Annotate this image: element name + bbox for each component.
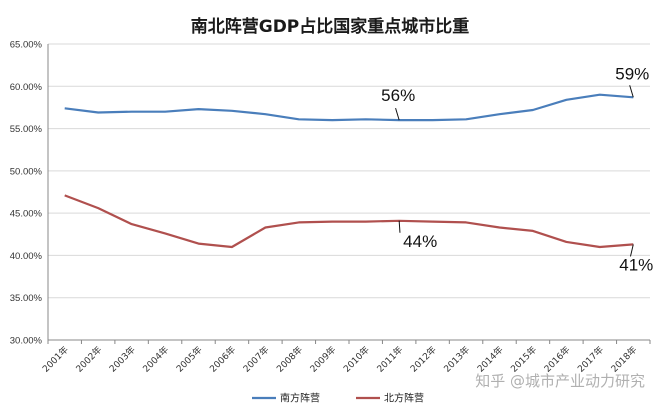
annotation-leader — [629, 85, 634, 98]
x-tick-label: 2011年 — [374, 344, 405, 375]
annotation-label: 56% — [381, 86, 415, 105]
annotations: 56% 44% 59% 41% — [381, 64, 653, 274]
chart-title: 南北阵营GDP占比国家重点城市比重 — [191, 16, 470, 37]
x-tick-label: 2009年 — [307, 344, 338, 375]
y-tick-label: 65.00% — [10, 40, 43, 51]
x-tick-label: 2004年 — [140, 344, 171, 375]
legend: 南方阵营 北方阵营 — [252, 392, 424, 405]
x-tick-label: 2001年 — [40, 344, 71, 375]
x-tick-label: 2006年 — [207, 344, 238, 375]
annotation-leader — [398, 220, 401, 233]
y-tick-label: 35.00% — [10, 293, 43, 304]
y-tick-label: 30.00% — [10, 336, 43, 347]
series-line-1 — [64, 194, 634, 249]
legend-label-0: 南方阵营 — [280, 392, 320, 405]
watermark-text: 知乎 @城市产业动力研究 — [475, 372, 645, 390]
x-tick-label: 2007年 — [240, 344, 271, 375]
y-tick-label: 40.00% — [10, 251, 43, 262]
legend-label-1: 北方阵营 — [384, 392, 424, 405]
annotation-label: 44% — [403, 232, 437, 251]
x-tick-label: 2012年 — [408, 344, 439, 375]
x-tick-label: 2013年 — [441, 344, 472, 375]
grid — [48, 43, 650, 299]
x-tick-label: 2014年 — [475, 344, 506, 375]
series-line-0 — [64, 93, 634, 122]
x-tick-label: 2015年 — [508, 344, 539, 375]
y-tick-label: 50.00% — [10, 166, 43, 177]
annotation-label: 41% — [619, 255, 653, 274]
annotation-leader — [395, 107, 400, 121]
series-lines — [64, 93, 634, 249]
x-tick-label: 2005年 — [174, 344, 205, 375]
x-tick-label: 2008年 — [274, 344, 305, 375]
y-tick-label: 60.00% — [10, 82, 43, 93]
annotation-leader — [629, 244, 634, 257]
axes: 30.00% 35.00% 40.00% 45.00% 50.00% 55.00% 60.0… — [10, 40, 651, 375]
y-tick-label: 55.00% — [10, 124, 43, 135]
annotation-label: 59% — [615, 64, 649, 83]
y-tick-label: 45.00% — [10, 209, 43, 220]
x-tick-label: 2010年 — [341, 344, 372, 375]
x-tick-label: 2016年 — [541, 344, 572, 375]
x-tick-label: 2002年 — [73, 344, 104, 375]
x-tick-label: 2017年 — [575, 344, 606, 375]
x-tick-label: 2018年 — [608, 344, 639, 375]
x-tick-label: 2003年 — [107, 344, 138, 375]
